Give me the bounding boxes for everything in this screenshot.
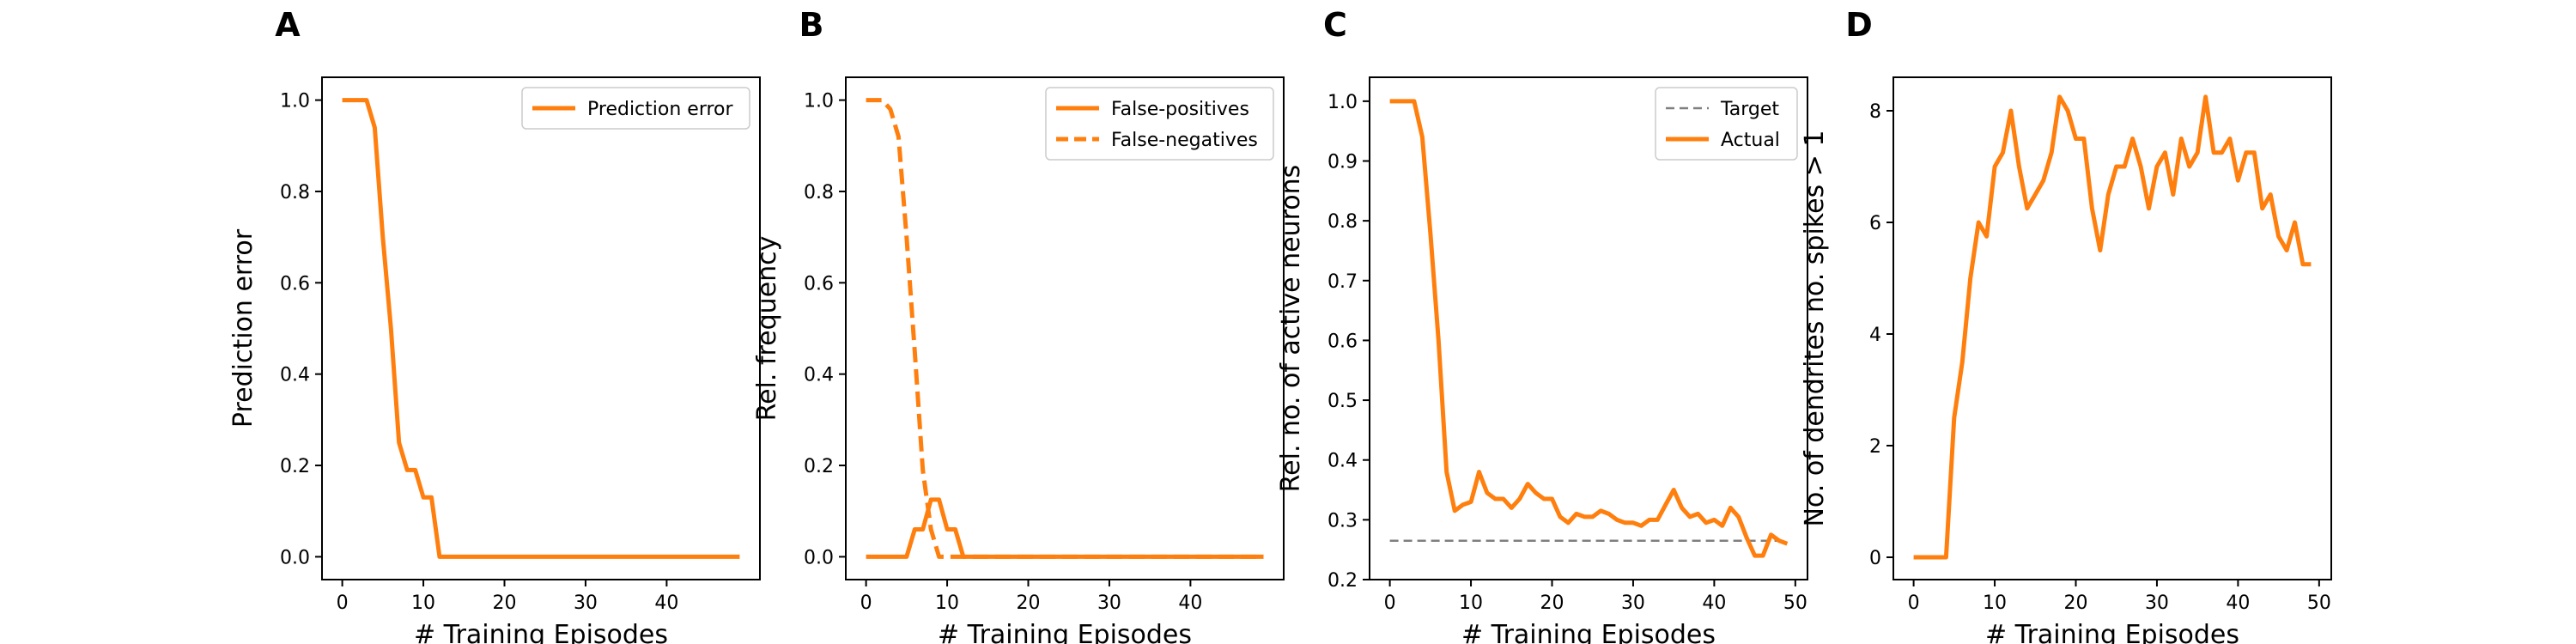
x-axis-label: # Training Episodes: [1461, 620, 1716, 644]
y-tick-label: 0.4: [804, 365, 834, 386]
x-tick-label: 20: [1540, 592, 1564, 614]
x-tick-label: 10: [411, 592, 435, 614]
y-tick-label: 0.2: [1327, 570, 1358, 592]
y-axis-label: Rel. frequency: [752, 236, 782, 422]
panel-c: C 0 10 20 30 40 50 0.2 0.3 0.4 0.5 0.6 0.7 0.8 0.9 1.0 #…: [1276, 6, 1808, 644]
series-line-actual: [1389, 99, 1789, 558]
x-tick-label: 0: [337, 592, 349, 614]
x-tick-label: 40: [1178, 592, 1202, 614]
y-tick-label: 0.4: [1327, 451, 1358, 472]
x-tick-label: 0: [1384, 592, 1396, 614]
x-tick-label: 10: [1459, 592, 1483, 614]
x-tick-label: 20: [2064, 592, 2088, 614]
y-tick-label: 1.0: [804, 91, 834, 112]
x-tick-label: 40: [2226, 592, 2250, 614]
y-tick-label: 8: [1869, 101, 1881, 123]
x-tick-label: 0: [860, 592, 872, 614]
legend: Prediction error: [521, 87, 750, 130]
y-axis-label: Rel. no. of active neurons: [1276, 165, 1306, 493]
panel-letter: D: [1845, 6, 1873, 44]
series-line-false-negatives: [866, 98, 1264, 559]
x-tick-label: 50: [2307, 592, 2331, 614]
legend-entry: Target: [1720, 99, 1779, 120]
y-tick-label: 0.6: [280, 273, 310, 295]
x-tick-label: 50: [1783, 592, 1807, 614]
y-tick-label: 0.8: [804, 182, 834, 204]
legend-entry: Prediction error: [587, 99, 733, 120]
panel-letter: B: [799, 6, 824, 44]
x-tick-label: 40: [1702, 592, 1726, 614]
y-tick-label: 0.5: [1327, 391, 1358, 412]
x-tick-label: 30: [574, 592, 598, 614]
y-tick-label: 0.0: [804, 547, 834, 568]
x-axis-label: # Training Episodes: [414, 620, 668, 644]
x-tick-label: 30: [2145, 592, 2169, 614]
y-tick-label: 0.2: [804, 456, 834, 477]
plot-frame: [321, 76, 761, 580]
x-tick-label: 40: [654, 592, 678, 614]
y-tick-label: 0.7: [1327, 271, 1358, 293]
series-group: [1913, 94, 2312, 560]
x-tick-label: 10: [935, 592, 959, 614]
y-tick-label: 6: [1869, 213, 1881, 234]
legend: Target Actual: [1655, 87, 1798, 161]
legend-box: [521, 87, 750, 130]
y-tick-label: 1.0: [280, 91, 310, 112]
plot-frame: [1893, 76, 2332, 580]
panel-b: B 0 10 20 30 40 0.0 0.2 0.4 0.6 0.8 1.0 # Training E…: [752, 6, 1285, 644]
panel-a: A 0 10 20 30 40 0.0 0.2 0.4 0.6 0.8 1.0 # Training E…: [228, 6, 761, 644]
panel-letter: A: [275, 6, 301, 44]
y-tick-label: 0.2: [280, 456, 310, 477]
y-tick-label: 1.0: [1327, 92, 1358, 113]
y-axis-label: Prediction error: [228, 228, 258, 428]
plot-frame: [1369, 76, 1808, 580]
series-line-0: [1913, 94, 2312, 560]
x-tick-label: 0: [1908, 592, 1920, 614]
y-tick-label: 0.4: [280, 365, 310, 386]
legend-box: [1045, 87, 1274, 161]
y-axis-label: No. of dendrites no. spikes > 1: [1800, 130, 1830, 526]
series-line-false-positives: [866, 497, 1264, 559]
x-tick-label: 20: [1017, 592, 1041, 614]
x-tick-label: 10: [1983, 592, 2007, 614]
y-tick-label: 0: [1869, 548, 1881, 569]
panel-d: D 0 10 20 30 40 50 0 2 4 6 8 # Training Episodes No. …: [1800, 6, 2332, 644]
series-group: [342, 98, 740, 559]
x-axis-label: # Training Episodes: [938, 620, 1192, 644]
legend: False-positives False-negatives: [1045, 87, 1274, 161]
series-line-prediction-error: [342, 98, 740, 559]
y-tick-label: 4: [1869, 325, 1881, 346]
y-tick-label: 0.3: [1327, 510, 1358, 532]
y-tick-label: 0.0: [280, 547, 310, 568]
y-tick-label: 0.9: [1327, 152, 1358, 173]
x-tick-label: 20: [493, 592, 517, 614]
panel-letter: C: [1323, 6, 1347, 44]
y-tick-label: 2: [1869, 436, 1881, 458]
y-tick-label: 0.6: [804, 273, 834, 295]
x-tick-label: 30: [1097, 592, 1121, 614]
plot-frame: [845, 76, 1285, 580]
series-group: [866, 98, 1264, 559]
x-tick-label: 30: [1621, 592, 1645, 614]
y-tick-label: 0.8: [1327, 211, 1358, 233]
y-tick-label: 0.6: [1327, 331, 1358, 352]
y-tick-label: 0.8: [280, 182, 310, 204]
legend-entry: False-positives: [1111, 99, 1249, 120]
legend-entry: Actual: [1721, 130, 1780, 151]
legend-entry: False-negatives: [1111, 130, 1258, 151]
legend-box: [1655, 87, 1798, 161]
x-axis-label: # Training Episodes: [1985, 620, 2239, 644]
series-group: [1389, 99, 1789, 558]
